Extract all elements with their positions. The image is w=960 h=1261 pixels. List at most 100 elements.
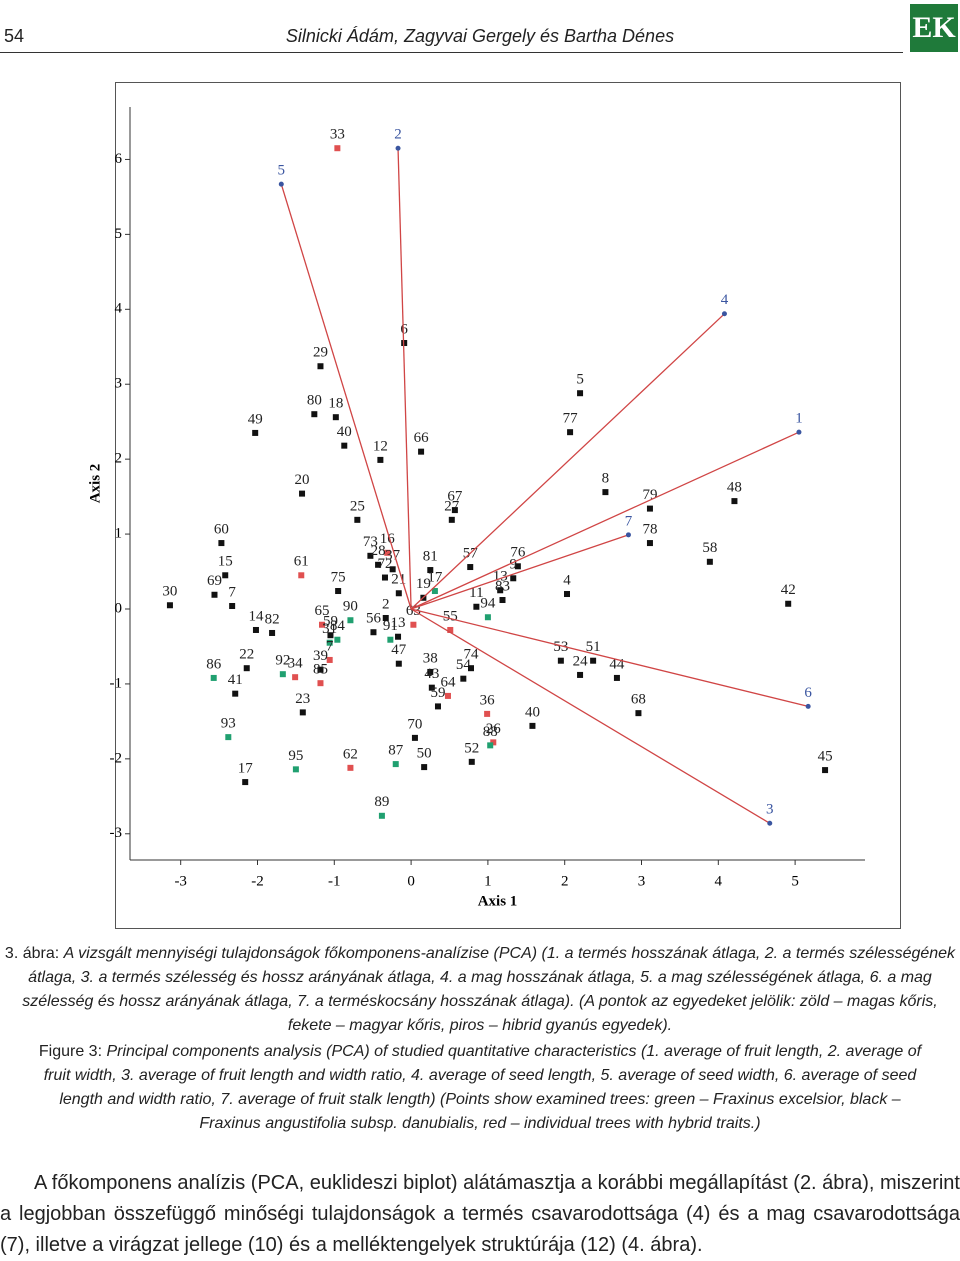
point [317,666,324,673]
point-label: 53 [553,639,568,655]
point [243,665,250,672]
point-label: 59 [323,614,338,630]
point-label: 4 [563,572,571,588]
point-label: 28 [371,543,386,559]
vector-tip [625,532,631,538]
point-label: 90 [343,599,358,615]
point-label: 76 [510,545,526,561]
page-number: 54 [4,26,25,46]
point-label: 82 [265,611,280,627]
point [317,363,324,370]
point [166,602,173,609]
loading-vector [397,148,412,610]
caption-text: A vizsgált mennyiségi tulajdonságok főko… [22,945,956,1034]
point [335,588,342,595]
point [377,456,384,463]
point [279,671,286,678]
point [411,734,418,741]
x-tick-label: 1 [484,873,492,889]
caption-hu: 3. ábra: A vizsgált mennyiségi tulajdons… [0,942,960,1038]
point [395,590,402,597]
point-label: 50 [417,746,432,762]
vector-tip [805,703,811,709]
point-label: 58 [702,540,717,556]
point [384,549,391,556]
point-label: 56 [366,611,382,627]
point-label: 33 [330,127,345,143]
point-label: 59 [430,685,445,701]
vector-label: 4 [721,292,729,308]
point [326,656,333,663]
y-tick-label: 1 [115,526,123,542]
point-label: 49 [248,411,263,427]
body-text: A főkomponens analízis (PCA, euklideszi … [0,1172,960,1256]
point [395,633,402,640]
vector-tip [395,145,401,151]
point-label: 87 [388,743,404,759]
point-label: 74 [464,647,480,663]
point-label: 64 [440,674,456,690]
point-label: 13 [391,615,406,631]
point [473,603,480,610]
loading-vector [410,608,771,824]
point [590,657,597,664]
y-tick-label: 5 [115,226,123,242]
point [410,621,417,628]
point [557,657,564,664]
point [514,563,521,570]
point-label: 40 [525,704,540,720]
caption-label: 3. ábra: [4,945,60,962]
point [347,617,354,624]
point [367,552,374,559]
point-label: 94 [480,596,496,612]
point [387,636,394,643]
point-label: 39 [313,648,328,664]
point-label: 83 [495,578,510,594]
point [427,668,434,675]
point-label: 15 [218,554,233,570]
point [448,516,455,523]
point-label: 17 [238,761,254,777]
point-label: 27 [444,498,460,514]
point [370,629,377,636]
point-label: 31 [322,621,337,637]
point [334,145,341,152]
point-label: 73 [363,534,378,550]
point [468,665,475,672]
point-label: 24 [573,653,589,669]
point-label: 54 [456,657,472,673]
running-head: Silnicki Ádám, Zagyvai Gergely és Bartha… [285,26,675,46]
point-label: 92 [275,653,290,669]
point-label: 18 [328,396,343,412]
point [451,507,458,514]
vector-tip [767,820,773,826]
point-label: 37 [385,548,401,564]
point [326,639,333,646]
point [487,742,494,749]
point [431,588,438,595]
point-label: 62 [343,746,358,762]
point [210,674,217,681]
loading-vector [410,534,629,610]
caption-text: Principal components analysis (PCA) of s… [43,1043,922,1132]
point-label: 66 [414,430,430,446]
vector-label: 5 [278,163,286,179]
point [229,603,236,610]
point [613,674,620,681]
point-label: 34 [288,656,304,672]
vector-label: 2 [394,127,402,143]
point [375,561,382,568]
point [242,779,249,786]
point [299,709,306,716]
point [211,591,218,598]
vector-tip [278,181,284,187]
point-label: 86 [206,656,222,672]
x-tick-label: 0 [407,873,415,889]
vector-label: 7 [625,513,633,529]
point-label: 11 [469,585,483,601]
point-label: 14 [248,608,264,624]
point [334,636,341,643]
y-tick-label: 2 [115,451,123,467]
x-tick-label: 5 [791,873,799,889]
point-label: 61 [294,554,309,570]
